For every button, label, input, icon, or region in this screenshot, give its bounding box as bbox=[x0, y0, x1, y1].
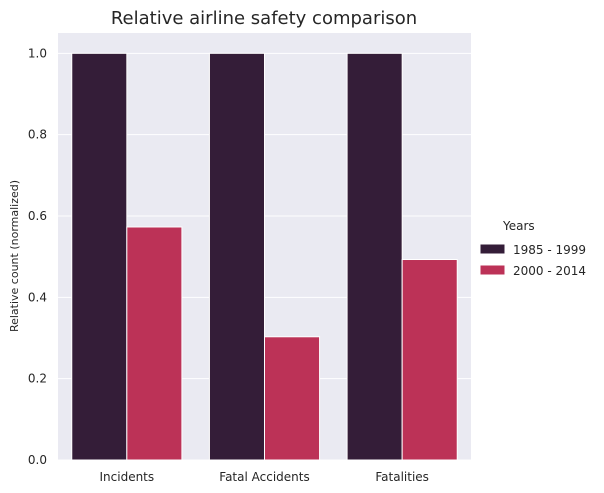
legend: Years 1985 - 1999 2000 - 2014 bbox=[479, 219, 586, 278]
y-axis-label: Relative count (normalized) bbox=[8, 180, 21, 332]
y-tick-label: 0.8 bbox=[28, 128, 47, 142]
x-tick-label: Fatal Accidents bbox=[219, 470, 309, 484]
y-tick-label: 0.4 bbox=[28, 290, 47, 304]
bar-series-2-1 bbox=[264, 336, 321, 461]
y-tick-labels: 0.0 0.2 0.4 0.6 0.8 1.0 bbox=[28, 46, 47, 467]
bar-series-1-0 bbox=[71, 52, 128, 461]
legend-title: Years bbox=[502, 219, 535, 233]
x-tick-label: Fatalities bbox=[375, 470, 429, 484]
x-tick-labels: Incidents Fatal Accidents Fatalities bbox=[100, 470, 429, 484]
x-tick-label: Incidents bbox=[100, 470, 155, 484]
y-tick-label: 0.0 bbox=[28, 453, 47, 467]
chart-title: Relative airline safety comparison bbox=[111, 8, 417, 29]
bar-series-1-2 bbox=[346, 52, 403, 461]
bars bbox=[71, 52, 458, 461]
bar-series-1-1 bbox=[208, 52, 265, 461]
legend-swatch bbox=[479, 243, 506, 255]
y-tick-label: 0.6 bbox=[28, 209, 47, 223]
legend-swatch bbox=[479, 264, 506, 276]
bar-series-2-0 bbox=[126, 226, 183, 461]
y-tick-label: 1.0 bbox=[28, 46, 47, 60]
bar-series-2-2 bbox=[401, 259, 458, 461]
legend-items: 1985 - 1999 2000 - 2014 bbox=[479, 243, 586, 278]
legend-label: 2000 - 2014 bbox=[513, 264, 586, 278]
legend-label: 1985 - 1999 bbox=[513, 243, 586, 257]
y-tick-label: 0.2 bbox=[28, 372, 47, 386]
